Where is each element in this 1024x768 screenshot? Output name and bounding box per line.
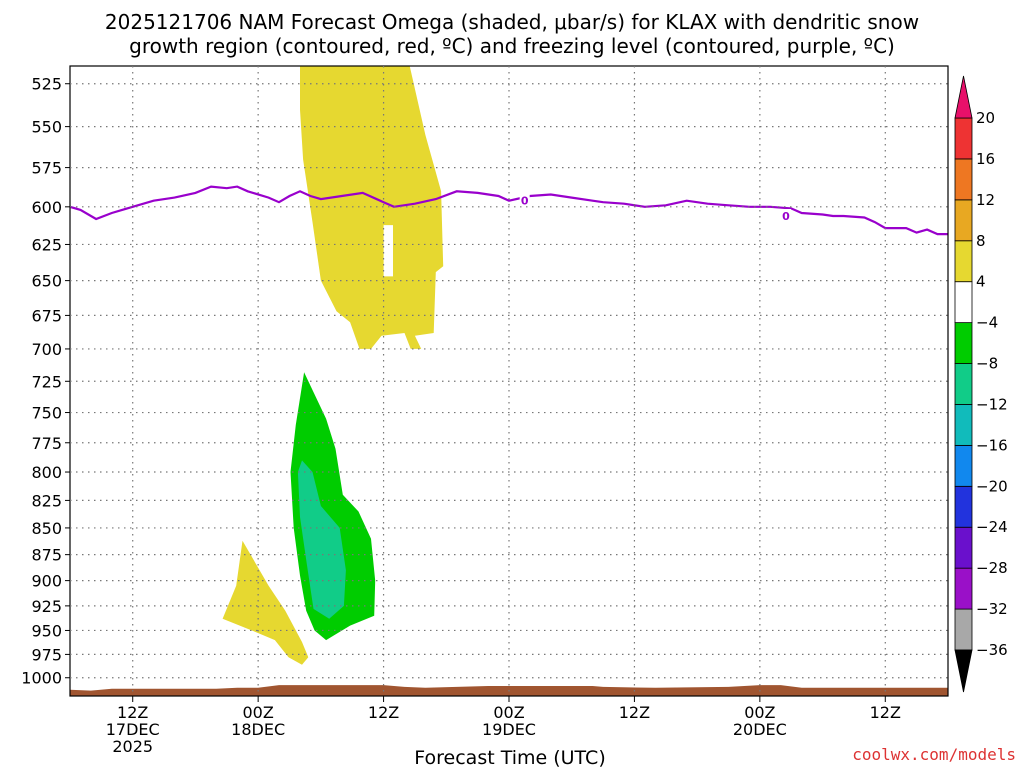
- colorbar-label: 12: [976, 191, 995, 209]
- y-tick-label: 600: [31, 198, 62, 217]
- omega-shading: [222, 66, 444, 665]
- x-tick-label: 12Z: [117, 703, 148, 722]
- colorbar-label: −24: [976, 518, 1008, 536]
- chart-title-line-1: 2025121706 NAM Forecast Omega (shaded, μ…: [105, 10, 919, 34]
- y-tick-label: 750: [31, 404, 62, 423]
- y-tick-label: 775: [31, 434, 62, 453]
- colorbar-segment: [954, 363, 973, 405]
- y-tick-label: 825: [31, 491, 62, 510]
- y-tick-label: 950: [31, 621, 62, 640]
- x-axis: Forecast Time (UTC) 12Z17DEC202500Z18DEC…: [106, 696, 901, 768]
- y-tick-label: 700: [31, 340, 62, 359]
- colorbar-segment: [954, 526, 973, 569]
- colorbar-segment: [954, 281, 973, 324]
- colorbar-segment: [954, 158, 973, 201]
- x-axis-title: Forecast Time (UTC): [414, 747, 605, 768]
- x-tick-label: 00Z: [744, 703, 775, 722]
- colorbar-segment: [954, 240, 973, 283]
- y-tick-label: 800: [31, 463, 62, 482]
- x-tick-label: 19DEC: [482, 720, 536, 739]
- x-tick-label: 17DEC: [106, 720, 160, 739]
- omega-region-teal: [297, 460, 346, 619]
- y-tick-label: 525: [31, 75, 62, 94]
- colorbar-segment: [954, 117, 973, 160]
- colorbar-label: −28: [976, 559, 1008, 577]
- colorbar-label: −16: [976, 436, 1008, 454]
- colorbar-segment: [954, 444, 973, 487]
- omega-region-upper-yellow: [300, 66, 444, 349]
- x-tick-label: 12Z: [368, 703, 399, 722]
- freezing-level-label: 0: [521, 195, 529, 208]
- colorbar-segment: [954, 322, 973, 364]
- freezing-level-label-bg: [780, 209, 791, 223]
- colorbar-label: −12: [976, 395, 1008, 413]
- y-tick-label: 1000: [21, 669, 62, 688]
- freezing-level-line: [70, 185, 948, 236]
- y-tick-label: 875: [31, 546, 62, 565]
- y-axis: 525 550 575 600 625 650 675 700 725 750 775 800 825 8…: [21, 75, 70, 688]
- freezing-level-label: 0: [782, 210, 790, 223]
- grid-lines: [70, 66, 948, 696]
- colorbar-over-arrow: [954, 75, 973, 119]
- y-tick-label: 975: [31, 645, 62, 664]
- colorbar-label: 8: [976, 232, 986, 250]
- colorbar-label: −36: [976, 641, 1008, 659]
- y-tick-label: 900: [31, 572, 62, 591]
- y-tick-label: 725: [31, 372, 62, 391]
- y-tick-label: 850: [31, 519, 62, 538]
- colorbar-segment: [954, 404, 973, 446]
- colorbar-segment: [954, 608, 973, 651]
- x-tick-label: 18DEC: [231, 720, 285, 739]
- colorbar-label: −32: [976, 600, 1008, 618]
- x-tick-label: 00Z: [242, 703, 273, 722]
- x-tick-label: 12Z: [619, 703, 650, 722]
- freezing-level-label-bg: [519, 193, 530, 207]
- colorbar-label: −20: [976, 477, 1008, 495]
- colorbar-segment: [954, 199, 973, 242]
- y-tick-label: 650: [31, 272, 62, 291]
- x-tick-label: 00Z: [493, 703, 524, 722]
- colorbar-label: 4: [976, 273, 986, 291]
- colorbar-segment: [954, 567, 973, 610]
- y-tick-label: 675: [31, 306, 62, 325]
- colorbar-segment: [954, 485, 973, 528]
- colorbar-label: −4: [976, 314, 998, 332]
- omega-region-upper-yellow-hole: [383, 225, 393, 277]
- y-tick-label: 925: [31, 597, 62, 616]
- x-tick-label: 2025: [112, 737, 153, 756]
- colorbar-label: 20: [976, 109, 995, 127]
- colorbar-label: 16: [976, 150, 995, 168]
- colorbar-label: −8: [976, 355, 998, 373]
- credit-text: coolwx.com/models: [852, 745, 1016, 764]
- colorbar: −36 −32 −28 −24 −20 −16 −12 −8 −4 4 8 12 16 20: [954, 75, 1008, 693]
- y-tick-label: 550: [31, 118, 62, 137]
- omega-region-lower-yellow: [222, 540, 309, 665]
- y-tick-label: 575: [31, 159, 62, 178]
- chart-title-line-2: growth region (contoured, red, ºC) and f…: [129, 34, 895, 58]
- y-tick-label: 625: [31, 235, 62, 254]
- chart-title: 2025121706 NAM Forecast Omega (shaded, μ…: [105, 10, 919, 58]
- x-tick-label: 20DEC: [733, 720, 787, 739]
- x-tick-label: 12Z: [870, 703, 901, 722]
- colorbar-under-arrow: [954, 649, 973, 693]
